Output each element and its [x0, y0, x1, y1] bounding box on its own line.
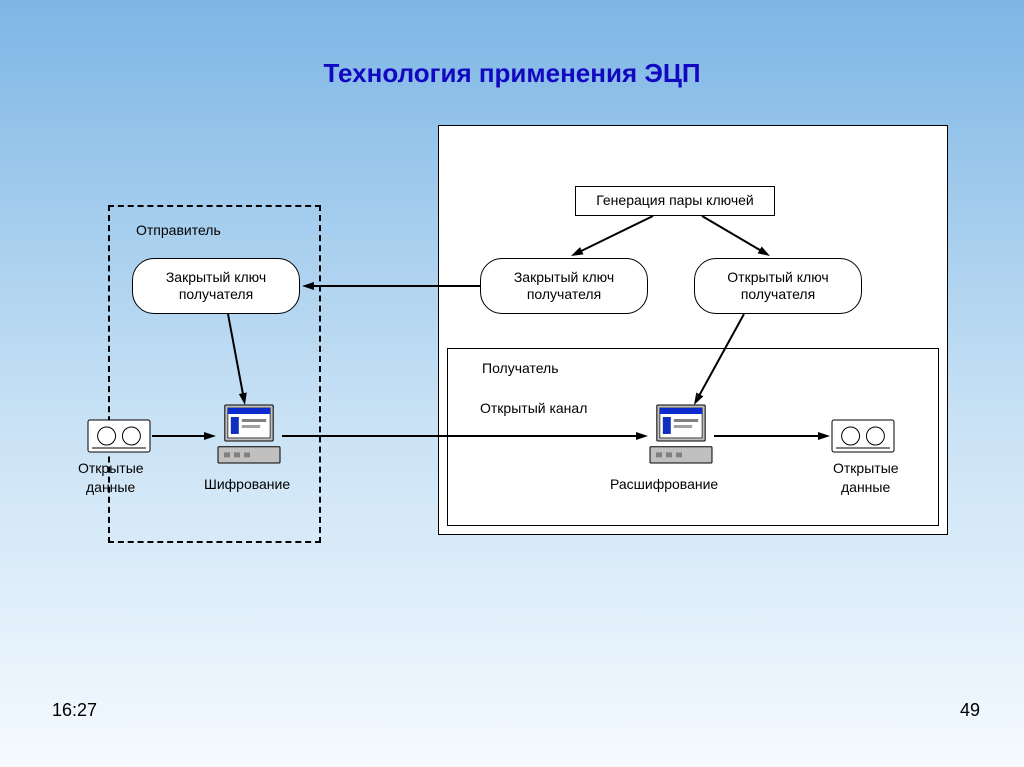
label-open-data-left-2: данные	[86, 479, 135, 495]
footer-time: 16:27	[52, 700, 97, 721]
label-sender: Отправитель	[136, 222, 221, 238]
footer-page: 49	[960, 700, 980, 721]
label-decrypt: Расшифрование	[610, 476, 718, 492]
label-encrypt: Шифрование	[204, 476, 290, 492]
panel-sender	[108, 205, 321, 543]
label-open-channel: Открытый канал	[480, 400, 587, 416]
node-private-key-receiver: Закрытый ключполучателя	[480, 258, 648, 314]
slide-title: Технология применения ЭЦП	[0, 58, 1024, 89]
label-receiver: Получатель	[482, 360, 559, 376]
label-open-data-right-1: Открытые	[833, 460, 899, 476]
node-private-key-sender: Закрытый ключполучателя	[132, 258, 300, 314]
label-open-data-right-2: данные	[841, 479, 890, 495]
node-keygen: Генерация пары ключей	[575, 186, 775, 216]
node-public-key-receiver: Открытый ключполучателя	[694, 258, 862, 314]
label-open-data-left-1: Открытые	[78, 460, 144, 476]
